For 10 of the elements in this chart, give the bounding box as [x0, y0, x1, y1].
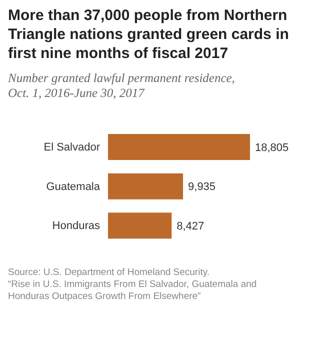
data-label: 9,935 — [188, 181, 216, 194]
source-note: Source: U.S. Department of Homeland Security. — [8, 267, 211, 279]
y-tick-label: El Salvador — [44, 142, 100, 154]
chart-title: More than 37,000 people from Northern Triangle nations granted green cards in first nine months of fiscal 2017 — [8, 6, 290, 63]
data-label: 8,427 — [176, 220, 204, 233]
chart-subtitle: Number granted lawful permanent residence, Oct. 1, 2016-June 30, 2017 — [8, 71, 236, 101]
text: “Rise in U.S. Immigrants From El Salvador, Guatemala and Honduras Outpaces Growth From Elsewhere” — [8, 279, 258, 303]
y-tick-label: Guatemala — [46, 180, 101, 193]
y-tick-label: Honduras — [52, 220, 100, 232]
data-label: 18,805 — [255, 142, 289, 154]
